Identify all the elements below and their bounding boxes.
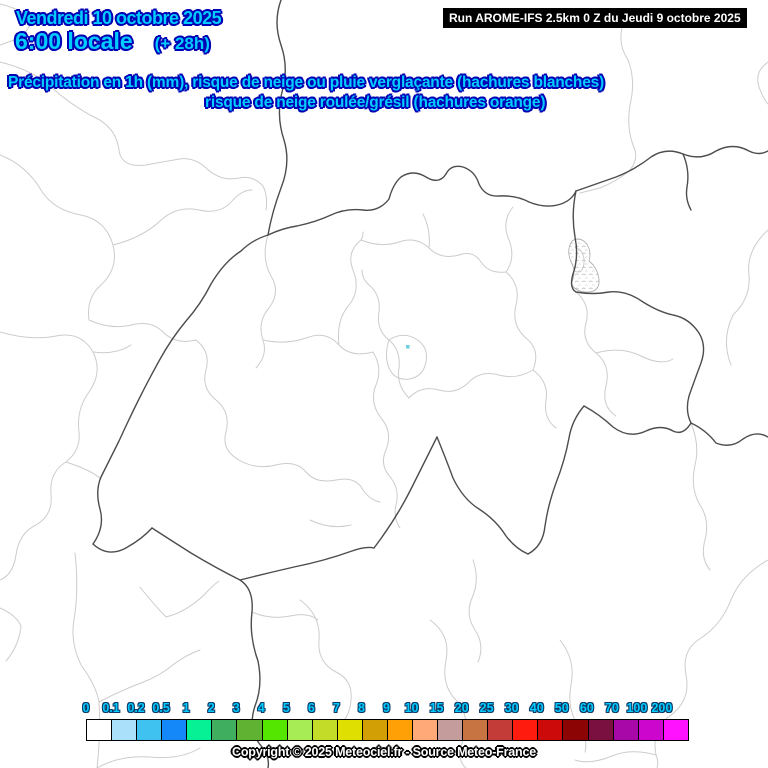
legend-label: 10 xyxy=(404,701,419,715)
legend-cell xyxy=(187,720,213,740)
legend-label: 3 xyxy=(232,701,240,715)
legend-cell xyxy=(488,720,514,740)
legend-label: 9 xyxy=(382,701,390,715)
legend-cell xyxy=(212,720,238,740)
legend-label: 60 xyxy=(579,701,594,715)
legend-cell xyxy=(588,720,614,740)
legend-label: 6 xyxy=(307,701,315,715)
national-borders xyxy=(92,0,768,768)
legend-label: 200 xyxy=(651,701,673,715)
legend-label: 5 xyxy=(282,701,290,715)
legend-label: 70 xyxy=(604,701,619,715)
legend-label: 0 xyxy=(82,701,90,715)
legend-cell xyxy=(413,720,439,740)
legend-labels: 0 0.1 0.2 0.5 1 2 3 4 5 6 7 8 9 10 15 20 25 30 40 50 60 70 100… xyxy=(0,701,768,717)
legend-label: 8 xyxy=(357,701,365,715)
legend-label: 1 xyxy=(182,701,190,715)
legend-cell xyxy=(112,720,138,740)
legend-cell xyxy=(638,720,664,740)
legend-label: 40 xyxy=(529,701,544,715)
legend-cell xyxy=(362,720,388,740)
legend-label: 50 xyxy=(554,701,569,715)
legend-cell xyxy=(237,720,263,740)
legend-cell xyxy=(663,720,688,740)
legend-label: 15 xyxy=(429,701,444,715)
date-label: Vendredi 10 octobre 2025 xyxy=(16,8,222,28)
legend-cell xyxy=(87,720,113,740)
legend-label: 4 xyxy=(257,701,265,715)
legend-cell xyxy=(312,720,338,740)
forecast-offset-label: (+ 28h) xyxy=(154,34,210,53)
legend-cell xyxy=(438,720,464,740)
time-row: 6:00 locale (+ 28h) xyxy=(15,28,210,55)
legend-cell xyxy=(538,720,564,740)
map-subtitle-line2: risque de neige roulée/grésil (hachures … xyxy=(205,94,546,111)
legend-cell xyxy=(563,720,589,740)
legend-label: 25 xyxy=(479,701,494,715)
legend-cell xyxy=(262,720,288,740)
legend-cell xyxy=(613,720,639,740)
legend-bar xyxy=(86,719,689,741)
legend-cell xyxy=(513,720,539,740)
legend-label: 30 xyxy=(504,701,519,715)
time-label: 6:00 locale xyxy=(15,28,133,54)
regional-borders xyxy=(0,3,768,768)
legend-label: 20 xyxy=(454,701,469,715)
legend-label: 7 xyxy=(332,701,340,715)
legend-label: 0.2 xyxy=(127,701,145,715)
legend-label: 2 xyxy=(207,701,215,715)
legend-cell xyxy=(287,720,313,740)
copyright-label: Copyright © 2025 Meteociel.fr - Source M… xyxy=(232,745,536,759)
precip-hatch-area xyxy=(568,238,600,293)
legend-cell xyxy=(162,720,188,740)
model-run-banner: Run AROME-IFS 2.5km 0 Z du Jeudi 9 octob… xyxy=(443,8,747,28)
map-subtitle-line1: Précipitation en 1h (mm), risque de neig… xyxy=(8,74,605,91)
legend-cell xyxy=(337,720,363,740)
legend-cell xyxy=(463,720,489,740)
legend-label: 0.5 xyxy=(152,701,170,715)
legend-label: 0.1 xyxy=(102,701,120,715)
precip-dot xyxy=(406,345,410,349)
legend-cell xyxy=(137,720,163,740)
legend-cell xyxy=(387,720,414,740)
legend-label: 100 xyxy=(626,701,648,715)
